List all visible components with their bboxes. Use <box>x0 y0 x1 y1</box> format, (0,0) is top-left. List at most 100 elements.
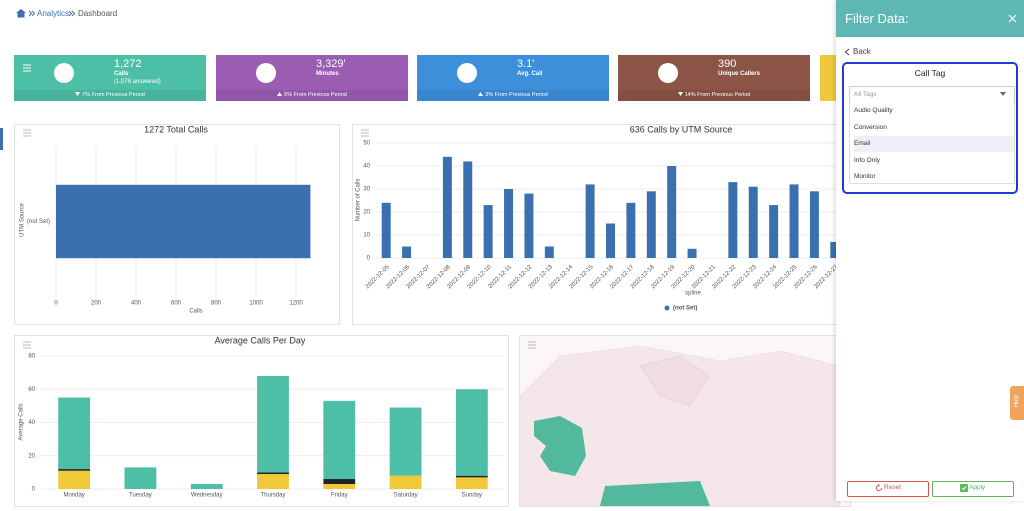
y-tick-label: 20 <box>28 453 35 459</box>
select-caret <box>1000 92 1006 96</box>
apply-icon <box>960 484 968 492</box>
bar <box>789 184 799 258</box>
y-tick-label: 20 <box>363 210 370 216</box>
bar <box>442 156 452 258</box>
x-tick-label: 1200 <box>289 301 303 307</box>
y-tick-label: 60 <box>28 387 35 393</box>
home-icon[interactable] <box>15 8 27 18</box>
chart-title: 636 Calls by UTM Source <box>630 124 733 134</box>
close-button[interactable] <box>1008 14 1017 23</box>
panel-utm <box>352 124 854 325</box>
bar <box>728 182 738 258</box>
bar-segment <box>58 470 91 489</box>
filter-header <box>836 0 1024 37</box>
card-value: 3.1' <box>517 58 535 70</box>
x-tick-label: Monday <box>63 493 84 499</box>
y-axis-label: Number of Calls <box>356 178 362 221</box>
bar-segment <box>323 479 356 485</box>
reset-icon <box>875 484 882 492</box>
card-icon <box>457 63 477 83</box>
y-tick-label: (not Set) <box>27 219 50 225</box>
x-axis-label: spline <box>685 291 701 297</box>
bar-segment <box>190 484 223 489</box>
x-tick-label: 1000 <box>249 301 263 307</box>
drag-handle[interactable] <box>527 341 537 349</box>
y-tick-label: 0 <box>367 256 371 262</box>
card-value: 3,329' <box>316 58 346 70</box>
bar <box>544 246 554 258</box>
bar-segment <box>257 375 289 473</box>
back-link[interactable]: Back <box>853 47 871 56</box>
x-tick-label: Saturday <box>394 493 418 499</box>
bar <box>769 205 779 258</box>
trend-arrow <box>277 92 283 96</box>
bar <box>402 246 412 258</box>
kpi-card: 3,329' Minutes 5% From Previous Period <box>216 55 408 101</box>
bar <box>626 202 636 258</box>
apply-button[interactable] <box>932 481 1014 497</box>
card-icon <box>54 63 74 83</box>
trend-arrow <box>75 92 81 96</box>
help-label: Help <box>1014 394 1020 408</box>
x-axis-label: Calls <box>189 309 202 315</box>
y-tick-label: 10 <box>363 233 370 239</box>
tag-option[interactable]: Conversion <box>854 123 887 131</box>
y-tick-label: 40 <box>363 164 370 170</box>
bar-segment <box>58 397 91 470</box>
bar <box>56 184 311 259</box>
x-tick-label: 800 <box>211 301 222 307</box>
x-tick-label: 400 <box>131 301 142 307</box>
bar-segment <box>58 469 91 471</box>
x-tick-label: Tuesday <box>129 493 152 499</box>
y-tick-label: 40 <box>28 420 35 426</box>
bar <box>504 189 514 258</box>
select-placeholder: All Tags <box>854 91 877 98</box>
crumb-sep <box>68 10 76 17</box>
crumb-analytics[interactable]: Analytics <box>37 9 70 18</box>
bar <box>483 205 493 258</box>
x-tick-label: Thursday <box>260 493 285 499</box>
chart-title: Average Calls Per Day <box>215 335 306 345</box>
call-tag-box <box>842 62 1018 194</box>
apply-label: Apply <box>969 484 986 491</box>
drag-handle[interactable] <box>22 129 32 137</box>
bar <box>646 191 656 258</box>
y-tick-label: 80 <box>28 354 35 360</box>
x-tick-label: Friday <box>331 493 348 499</box>
y-axis-label: UTM Source <box>20 203 26 237</box>
y-tick-label: 30 <box>363 187 370 193</box>
kpi-card-partial <box>820 55 840 101</box>
tag-option[interactable]: Audio Quality <box>854 107 893 114</box>
menu-icon <box>23 64 31 72</box>
change-text: 7% From Previous Period <box>82 92 145 98</box>
filter-title: Filter Data: <box>845 11 909 26</box>
bar <box>830 241 840 258</box>
bar-segment <box>323 400 356 480</box>
tag-option[interactable]: Email <box>854 136 1014 152</box>
reset-button[interactable] <box>847 481 929 497</box>
tag-option[interactable]: Monitor <box>854 173 876 180</box>
card-label: Unique Callers <box>718 71 761 77</box>
card-change: 14% From Previous Period <box>618 90 810 101</box>
back-icon[interactable] <box>844 48 850 56</box>
panel-map <box>519 335 851 507</box>
drag-handle[interactable] <box>360 129 370 137</box>
drag-handle[interactable] <box>22 341 32 349</box>
help-tab[interactable] <box>1010 386 1024 420</box>
bar-segment <box>455 389 488 476</box>
x-tick-label: Wednesday <box>191 493 223 499</box>
x-tick-label: 0 <box>54 301 58 307</box>
x-tick-label: Sunday <box>462 493 482 499</box>
bar <box>463 161 473 258</box>
map-region[interactable] <box>600 481 710 506</box>
y-tick-label: 0 <box>32 487 36 493</box>
map-region[interactable] <box>534 416 586 476</box>
bar <box>381 202 391 258</box>
kpi-card: 390 Unique Callers 14% From Previous Perio… <box>618 55 810 101</box>
tag-option[interactable]: Info Only <box>854 156 881 164</box>
card-change: 3% From Previous Period <box>417 90 609 101</box>
legend-label[interactable]: (not Set) <box>673 306 697 312</box>
card-change: 5% From Previous Period <box>216 90 408 101</box>
card-icon <box>256 63 276 83</box>
